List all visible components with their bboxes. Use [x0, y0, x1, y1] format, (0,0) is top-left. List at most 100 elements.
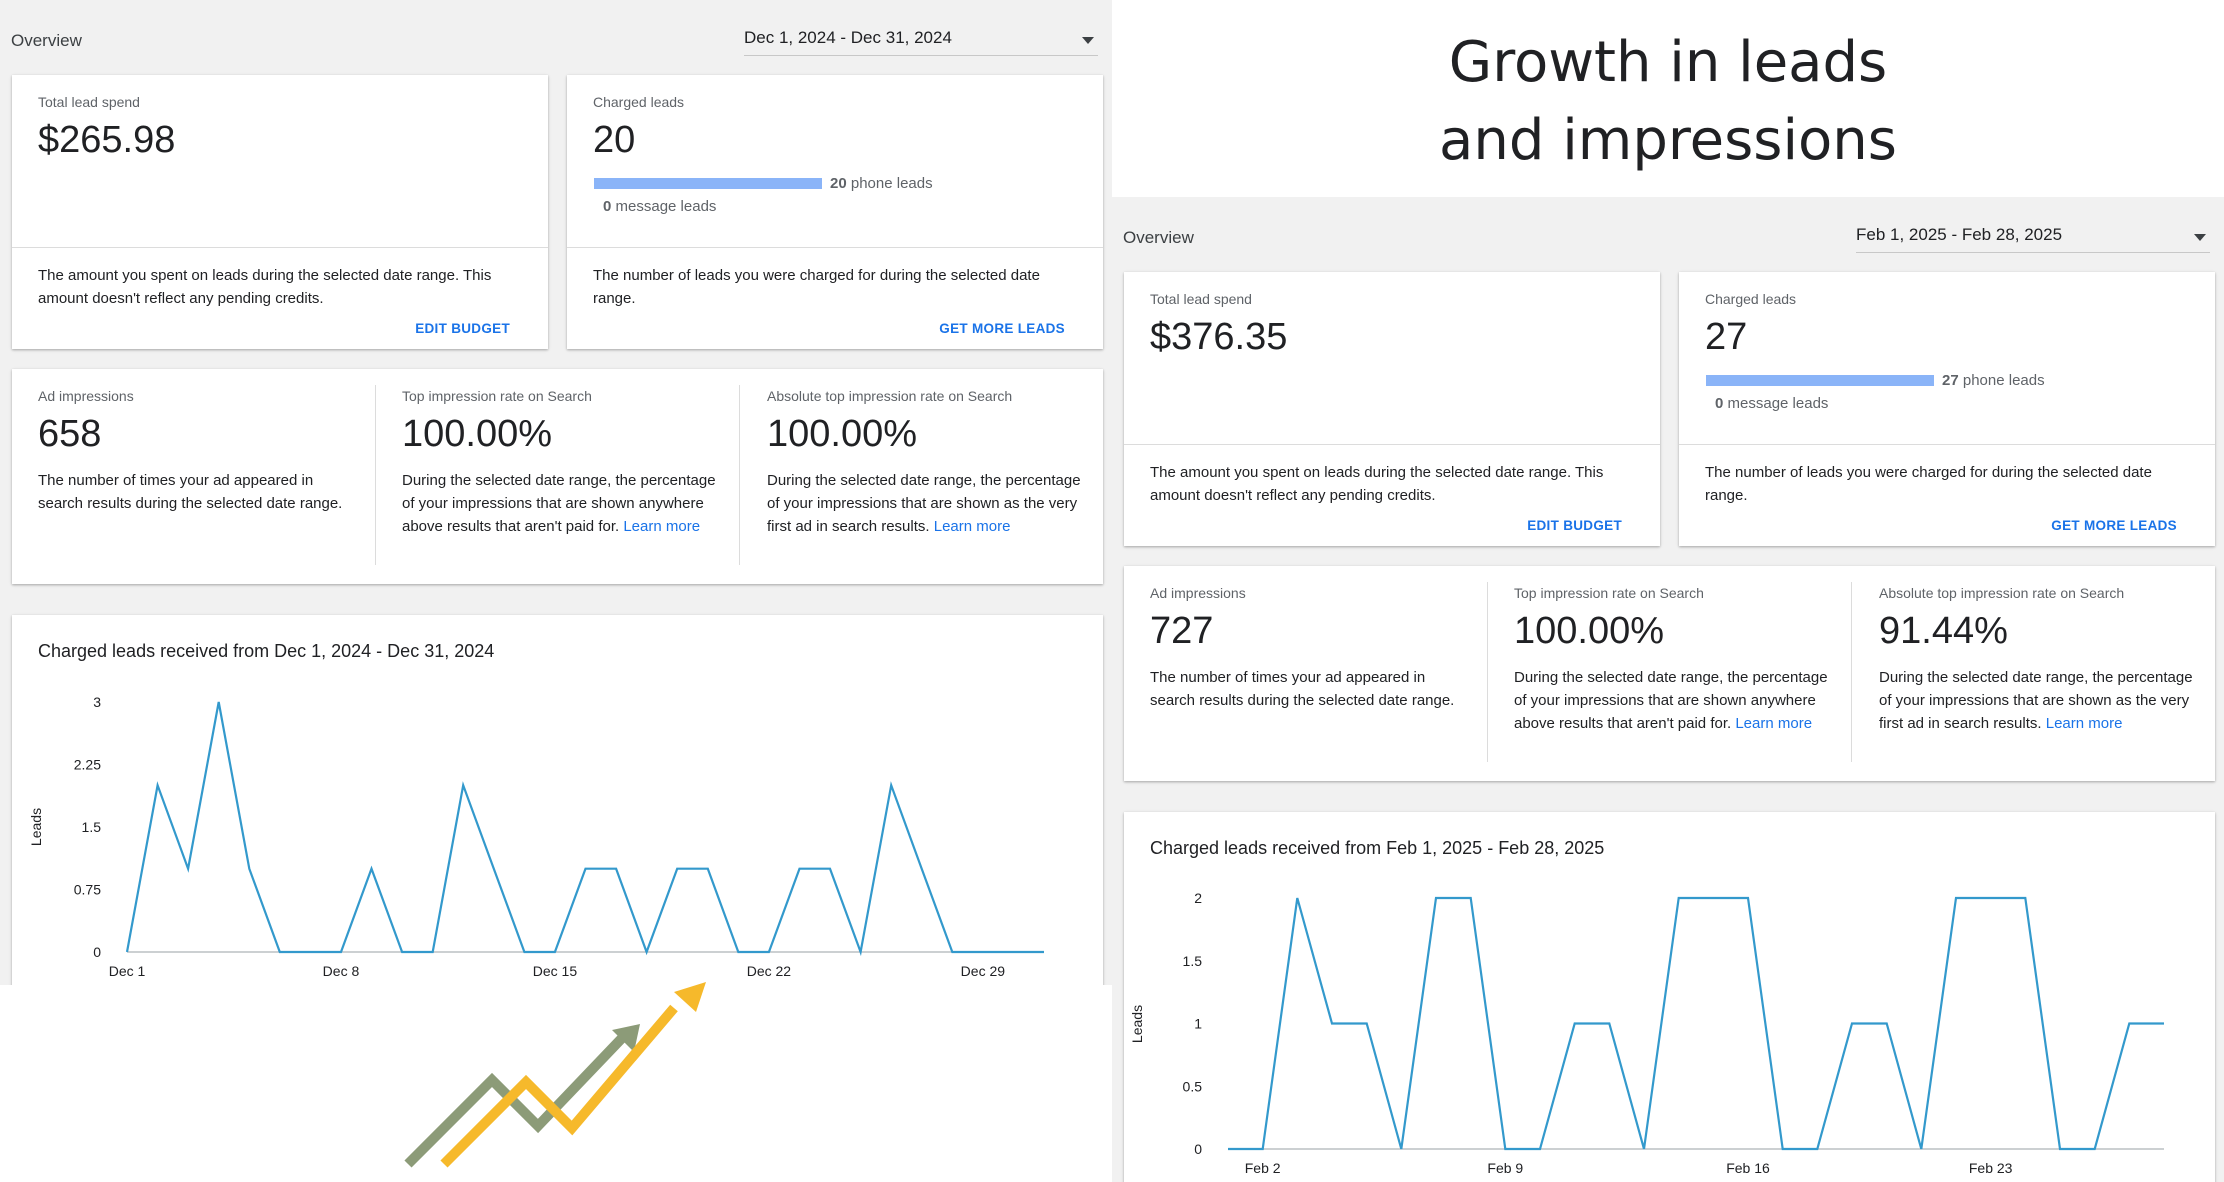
chart-title: Charged leads received from Dec 1, 2024 … — [38, 641, 495, 661]
divider — [12, 247, 548, 248]
charged-leads-label: Charged leads — [1705, 291, 1797, 307]
y-axis-label: Leads — [1129, 1005, 1145, 1043]
ad-impressions-label: Ad impressions — [38, 388, 134, 404]
learn-more-link[interactable]: Learn more — [2045, 715, 2123, 732]
abs-top-rate-description-text: During the selected date range, the perc… — [1879, 669, 2193, 732]
chevron-down-icon[interactable] — [2194, 234, 2206, 241]
chevron-down-icon[interactable] — [1082, 37, 1094, 44]
leads-series-line — [1228, 896, 2164, 1151]
top-rate-description: During the selected date range, the perc… — [402, 469, 722, 538]
dashboard-december: Overview Dec 1, 2024 - Dec 31, 2024 Tota… — [0, 0, 1112, 985]
top-rate-description-text: During the selected date range, the perc… — [1514, 669, 1828, 732]
divider — [1487, 582, 1488, 762]
phone-leads-count: 27 — [1942, 372, 1959, 389]
x-tick-label: Feb 23 — [1969, 1160, 2013, 1176]
date-range-value: Feb 1, 2025 - Feb 28, 2025 — [1856, 225, 2063, 244]
yellow-arrow-head — [674, 982, 706, 1012]
divider — [567, 247, 1103, 248]
growth-arrows-icon — [404, 982, 706, 1168]
charged-leads-value: 20 — [593, 119, 636, 161]
dashboard-february: Overview Feb 1, 2025 - Feb 28, 2025 Tota… — [1112, 197, 2224, 1182]
phone-leads-count: 20 — [830, 175, 847, 192]
total-lead-spend-value: $376.35 — [1150, 316, 1288, 358]
green-arrow-line — [404, 1032, 628, 1168]
top-rate-description-text: During the selected date range, the perc… — [402, 472, 716, 535]
top-rate-label: Top impression rate on Search — [1514, 585, 1704, 601]
message-leads-text: 0 message leads — [1715, 395, 1828, 412]
abs-top-rate-description-text: During the selected date range, the perc… — [767, 472, 1081, 535]
headline-line-2: and impressions — [1439, 108, 1897, 173]
total-lead-spend-label: Total lead spend — [38, 94, 140, 110]
message-leads-label: message leads — [615, 198, 717, 215]
chart-title: Charged leads received from Feb 1, 2025 … — [1150, 838, 1605, 858]
headline: Growth in leads and impressions — [1112, 24, 2224, 180]
date-range-selector[interactable]: Dec 1, 2024 - Dec 31, 2024 — [744, 24, 1098, 56]
ad-impressions-description: The number of times your ad appeared in … — [1150, 669, 1455, 709]
charged-leads-label: Charged leads — [593, 94, 685, 110]
impressions-card: Ad impressions 658 The number of times y… — [12, 369, 1103, 584]
message-leads-text: 0 message leads — [603, 198, 716, 215]
divider — [1851, 582, 1852, 762]
leads-chart-card: Charged leads received from Dec 1, 2024 … — [12, 615, 1103, 985]
green-arrow-head — [612, 1024, 640, 1052]
leads-series-line — [125, 701, 1044, 957]
phone-leads-text: 27 phone leads — [1942, 372, 2045, 389]
x-tick-label: Feb 9 — [1487, 1160, 1523, 1176]
ad-impressions-value: 727 — [1150, 610, 1214, 652]
edit-budget-button[interactable]: EDIT BUDGET — [1527, 518, 1622, 533]
abs-top-rate-description: During the selected date range, the perc… — [1879, 666, 2209, 735]
y-axis-label: Leads — [28, 808, 44, 846]
y-tick-label: 1 — [1194, 1016, 1202, 1032]
top-rate-label: Top impression rate on Search — [402, 388, 592, 404]
x-tick-label: Dec 8 — [323, 963, 360, 979]
leads-line-chart: 0 0.75 1.5 2.25 3 Leads Dec 1 Dec 8 Dec 15 Dec 22… — [28, 694, 1045, 979]
message-leads-count: 0 — [603, 198, 612, 215]
impressions-card: Ad impressions 727 The number of times y… — [1124, 566, 2215, 781]
abs-top-rate-label: Absolute top impression rate on Search — [1879, 585, 2125, 601]
y-tick-label: 0 — [93, 944, 101, 960]
x-tick-label: Dec 15 — [533, 963, 578, 979]
y-tick-label: 0.75 — [74, 882, 101, 898]
abs-top-rate-description: During the selected date range, the perc… — [767, 469, 1097, 538]
learn-more-link[interactable]: Learn more — [623, 518, 701, 535]
get-more-leads-button[interactable]: GET MORE LEADS — [939, 321, 1065, 336]
edit-budget-button[interactable]: EDIT BUDGET — [415, 321, 510, 336]
x-tick-label: Dec 22 — [747, 963, 792, 979]
charged-leads-card: Charged leads 20 20 phone leads 0 messag… — [567, 75, 1103, 349]
divider — [375, 385, 376, 565]
y-tick-label: 3 — [93, 694, 101, 710]
overview-title: Overview — [1123, 228, 1194, 247]
y-tick-label: 0 — [1194, 1141, 1202, 1157]
x-tick-label: Feb 2 — [1245, 1160, 1281, 1176]
phone-leads-label: phone leads — [1962, 372, 2045, 389]
leads-line-chart: 0 0.5 1 1.5 2 Leads Feb 2 Feb 9 Feb 16 Feb 23 — [1129, 890, 2165, 1176]
ad-impressions-description: The number of times your ad appeared in … — [38, 472, 343, 512]
get-more-leads-button[interactable]: GET MORE LEADS — [2051, 518, 2177, 533]
learn-more-link[interactable]: Learn more — [1735, 715, 1813, 732]
abs-top-rate-value: 100.00% — [767, 413, 918, 455]
charged-leads-value: 27 — [1705, 316, 1748, 358]
message-leads-label: message leads — [1727, 395, 1829, 412]
total-lead-spend-description: The amount you spent on leads during the… — [38, 267, 492, 307]
divider — [1679, 444, 2215, 445]
date-range-selector[interactable]: Feb 1, 2025 - Feb 28, 2025 — [1856, 221, 2210, 253]
x-tick-label: Feb 16 — [1726, 1160, 1770, 1176]
learn-more-link[interactable]: Learn more — [933, 518, 1011, 535]
total-lead-spend-value: $265.98 — [38, 119, 176, 161]
top-rate-description: During the selected date range, the perc… — [1514, 666, 1834, 735]
total-lead-spend-card: Total lead spend $265.98 The amount you … — [12, 75, 548, 349]
phone-leads-bar — [594, 178, 822, 189]
yellow-arrow-line — [440, 1004, 678, 1168]
divider — [739, 385, 740, 565]
y-tick-label: 0.5 — [1183, 1078, 1203, 1094]
date-range-value: Dec 1, 2024 - Dec 31, 2024 — [744, 28, 952, 47]
y-tick-label: 1.5 — [1183, 953, 1203, 969]
ad-impressions-value: 658 — [38, 413, 102, 455]
y-tick-label: 2 — [1194, 890, 1202, 906]
phone-leads-label: phone leads — [850, 175, 933, 192]
charged-leads-description: The number of leads you were charged for… — [1705, 464, 2152, 504]
y-tick-label: 1.5 — [82, 819, 102, 835]
divider — [1124, 444, 1660, 445]
total-lead-spend-card: Total lead spend $376.35 The amount you … — [1124, 272, 1660, 546]
ad-impressions-label: Ad impressions — [1150, 585, 1246, 601]
